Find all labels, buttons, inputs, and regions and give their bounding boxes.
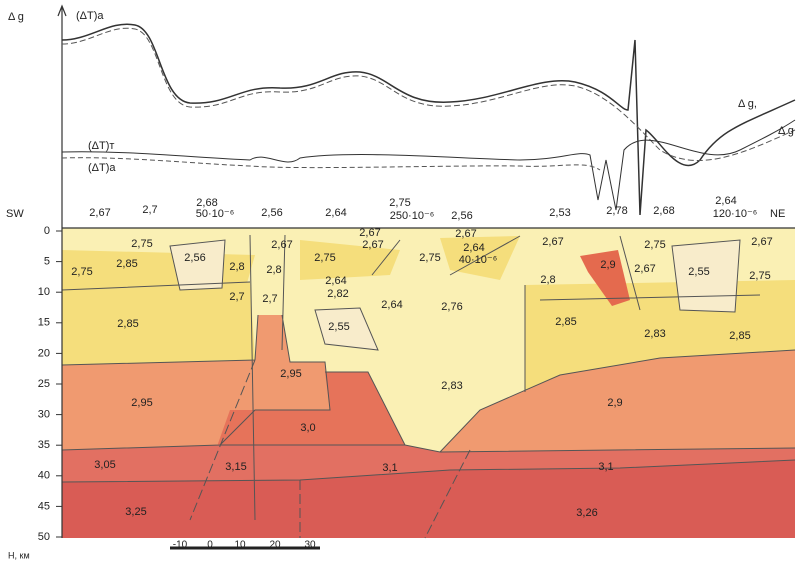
- density-label: 2,75: [644, 239, 665, 251]
- density-label: 2,67: [362, 239, 383, 251]
- dT-a-curve: [62, 28, 795, 160]
- diagram: Δ g (ΔT)a Δ g, Δ g (ΔT)т (ΔT)a SW NE 0 5 10 15 20 25 3…: [0, 0, 800, 565]
- density-label: 2,67: [89, 207, 110, 219]
- density-label: 2,7: [142, 204, 157, 216]
- depth-tick-label: 10: [38, 286, 50, 298]
- density-label: 2,64: [463, 242, 484, 254]
- density-label: 2,67: [271, 239, 292, 251]
- profile-label: (ΔT)a: [76, 10, 104, 22]
- sw-label: SW: [6, 208, 24, 220]
- depth-tick-label: 30: [38, 409, 50, 421]
- density-label: 2,75: [71, 266, 92, 278]
- density-label: 2,75: [419, 252, 440, 264]
- delta-g-curve: [62, 24, 795, 215]
- density-label: 3,25: [125, 506, 146, 518]
- scale-tick-label: 10: [234, 540, 246, 551]
- density-label: 2,64: [325, 207, 346, 219]
- depth-tick-label: 50: [38, 531, 50, 543]
- density-label: 2,83: [644, 328, 665, 340]
- density-label: 2,67: [542, 236, 563, 248]
- density-label: 2,56: [261, 207, 282, 219]
- density-label: 3,05: [94, 459, 115, 471]
- density-label: 3,15: [225, 461, 246, 473]
- profile-label: (ΔT)т: [88, 140, 114, 152]
- density-label: 2,68: [653, 205, 674, 217]
- profile-label: Δ g: [778, 125, 794, 137]
- density-label: 2,83: [441, 380, 462, 392]
- density-label: 3,1: [598, 461, 613, 473]
- density-label: 2,8: [540, 274, 555, 286]
- density-label: 2,64: [325, 275, 346, 287]
- density-label: 2,85: [555, 316, 576, 328]
- density-label: 3,0: [300, 422, 315, 434]
- profile-label: Δ g: [8, 11, 24, 23]
- depth-tick-label: 40: [38, 470, 50, 482]
- ne-label: NE: [770, 208, 785, 220]
- density-label: 2,56: [184, 252, 205, 264]
- density-label: 2,75: [314, 252, 335, 264]
- density-label: 2,8: [229, 261, 244, 273]
- density-label: 2,75: [131, 238, 152, 250]
- density-label: 2,95: [131, 397, 152, 409]
- density-label: 2,67: [359, 227, 380, 239]
- density-label: 2,56: [451, 210, 472, 222]
- density-label: 2,9: [600, 259, 615, 271]
- susceptibility-label: 250·10⁻⁶: [390, 210, 435, 222]
- density-label: 2,64: [381, 299, 402, 311]
- density-label: 2,95: [280, 368, 301, 380]
- density-label: 2,67: [634, 263, 655, 275]
- density-label: 2,64: [715, 195, 736, 207]
- depth-tick-label: 5: [44, 256, 50, 268]
- density-label: 2,8: [266, 264, 281, 276]
- density-label: 2,76: [441, 301, 462, 313]
- scale-tick-label: -10: [173, 540, 188, 551]
- density-label: 3,1: [382, 462, 397, 474]
- susceptibility-label: 50·10⁻⁶: [196, 208, 234, 220]
- depth-tick-label: 45: [38, 500, 50, 512]
- depth-tick-label: 20: [38, 347, 50, 359]
- density-label: 2,9: [607, 397, 622, 409]
- profile-label: Δ g,: [738, 98, 757, 110]
- density-label: 2,55: [688, 266, 709, 278]
- density-label: 2,67: [751, 236, 772, 248]
- density-label: 2,55: [328, 321, 349, 333]
- density-label: 3,26: [576, 507, 597, 519]
- depth-tick-label: 35: [38, 439, 50, 451]
- density-label: 2,75: [389, 197, 410, 209]
- density-label: 2,68: [196, 197, 217, 209]
- scale-tick-label: 0: [207, 540, 213, 551]
- depth-axis-title: H, км: [8, 550, 30, 560]
- density-label: 2,82: [327, 288, 348, 300]
- depth-tick-label: 0: [44, 225, 50, 237]
- density-label: 2,75: [749, 270, 770, 282]
- density-label: 2,78: [606, 205, 627, 217]
- susceptibility-label: 40·10⁻⁶: [459, 254, 497, 266]
- susceptibility-label: 120·10⁻⁶: [713, 208, 758, 220]
- density-label: 2,7: [229, 291, 244, 303]
- profile-label: (ΔT)a: [88, 162, 116, 174]
- depth-tick-label: 15: [38, 317, 50, 329]
- scale-tick-label: 30: [304, 540, 316, 551]
- density-label: 2,67: [455, 228, 476, 240]
- density-label: 2,85: [117, 318, 138, 330]
- depth-tick-label: 25: [38, 378, 50, 390]
- density-label: 2,85: [729, 330, 750, 342]
- density-label: 2,85: [116, 258, 137, 270]
- density-label: 2,53: [549, 207, 570, 219]
- density-label: 2,7: [262, 293, 277, 305]
- scale-tick-label: 20: [269, 540, 281, 551]
